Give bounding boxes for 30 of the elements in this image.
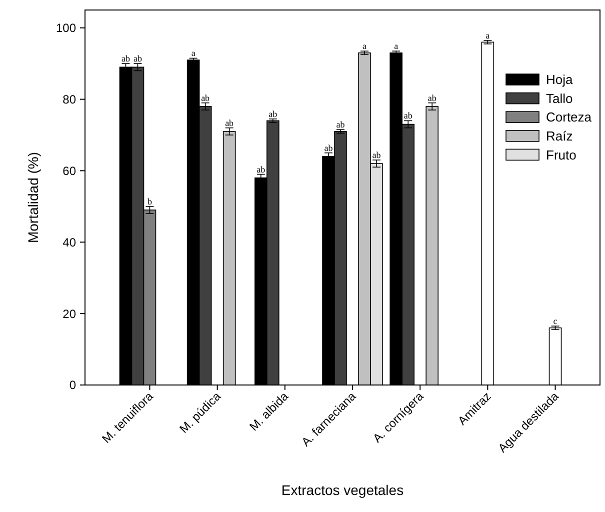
data-label: ab [256,164,266,174]
y-tick-label: 80 [62,92,76,106]
legend-label: Tallo [546,90,573,106]
y-tick-label: 40 [62,235,76,250]
legend-label: Hoja [546,72,574,88]
y-tick-label: 60 [62,164,76,178]
data-label: ab [268,108,278,119]
data-label: ab [428,92,437,103]
data-label: a [486,30,490,40]
data-label: ab [336,120,346,130]
y-axis-title: Mortalidad (%) [25,152,41,244]
data-label: ab [201,92,210,103]
data-label: a [191,48,196,58]
data-label: ab [121,54,130,64]
data-label: c [553,316,558,326]
x-axis-title: Extractos vegetales [281,482,404,498]
legend-label: Raíz [546,128,573,144]
data-label: ab [133,54,142,64]
data-label: b [147,196,152,206]
data-label: ab [372,150,382,160]
data-label: a [362,41,366,52]
y-tick-label: 0 [69,378,76,392]
data-label: ab [324,142,334,153]
data-label: a [394,41,398,52]
legend-label: Corteza [546,110,592,125]
y-tick-label: 20 [62,306,76,321]
data-label: ab [225,118,234,128]
data-label: ab [404,110,413,121]
legend-label: Fruto [546,147,576,162]
y-tick-label: 100 [56,21,76,36]
